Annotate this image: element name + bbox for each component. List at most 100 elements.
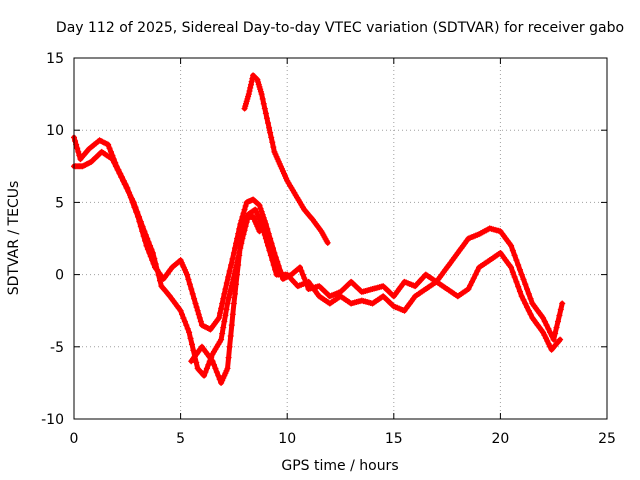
data-point <box>155 272 162 279</box>
data-point <box>211 361 218 368</box>
data-point <box>137 218 144 225</box>
data-point <box>235 230 242 237</box>
data-point <box>186 281 193 288</box>
data-point <box>218 305 225 312</box>
data-point <box>511 274 518 281</box>
data-point <box>233 281 240 288</box>
data-point <box>257 205 264 212</box>
data-point <box>223 280 230 287</box>
data-point <box>509 247 516 254</box>
data-point <box>527 311 534 318</box>
data-point <box>224 365 231 372</box>
data-point <box>299 271 306 278</box>
data-point <box>240 210 247 217</box>
x-tick-label: 15 <box>385 431 403 447</box>
data-point <box>220 295 227 302</box>
data-point <box>230 249 237 256</box>
data-point <box>188 341 195 348</box>
data-point <box>229 311 236 318</box>
data-point <box>225 354 232 361</box>
data-point <box>253 75 260 82</box>
data-point <box>128 195 135 202</box>
data-point <box>177 307 184 314</box>
data-point <box>148 246 155 253</box>
data-point <box>118 174 125 181</box>
data-point <box>125 188 132 195</box>
x-tick-label: 25 <box>598 431 616 447</box>
data-point <box>258 221 265 228</box>
data-point <box>270 144 277 151</box>
data-point <box>202 369 209 376</box>
data-point <box>139 223 146 230</box>
data-point <box>192 300 199 307</box>
data-point <box>513 257 520 264</box>
data-point <box>181 318 188 325</box>
x-axis-label: GPS time / hours <box>281 458 398 474</box>
data-point <box>234 235 241 242</box>
data-point <box>522 300 529 307</box>
data-point <box>183 271 190 278</box>
data-point <box>559 300 566 307</box>
data-point <box>235 261 242 268</box>
data-point <box>74 145 81 152</box>
data-point <box>520 296 527 303</box>
data-point <box>237 242 244 249</box>
data-point <box>132 204 139 211</box>
data-point <box>130 199 137 206</box>
data-point <box>142 231 149 238</box>
data-point <box>183 322 190 329</box>
data-point <box>209 358 216 365</box>
data-point <box>141 228 148 235</box>
data-point <box>222 286 229 293</box>
data-point <box>301 275 308 282</box>
y-tick-label: 5 <box>55 195 64 211</box>
data-point <box>114 166 121 173</box>
data-point <box>513 278 520 285</box>
data-point <box>225 294 232 301</box>
data-point <box>190 347 197 354</box>
data-point <box>467 282 474 289</box>
x-tick-label: 10 <box>278 431 296 447</box>
series-trace-d <box>241 72 331 246</box>
chart-title: Day 112 of 2025, Sidereal Day-to-day VTE… <box>56 20 624 36</box>
data-point <box>540 314 547 321</box>
data-point <box>518 271 525 278</box>
y-tick-label: 10 <box>46 123 64 139</box>
data-point <box>184 325 191 332</box>
data-point <box>107 148 114 155</box>
data-point <box>215 314 222 321</box>
data-point <box>151 255 158 262</box>
data-point <box>197 318 204 325</box>
data-point <box>203 365 210 372</box>
data-point <box>256 202 263 209</box>
data-point <box>527 295 534 302</box>
data-point <box>511 252 518 259</box>
data-point <box>230 300 237 307</box>
data-point <box>72 138 79 145</box>
data-point <box>267 252 274 259</box>
data-point <box>258 91 265 98</box>
data-point <box>265 242 272 249</box>
data-point <box>116 170 123 177</box>
data-point <box>470 275 477 282</box>
data-point <box>217 310 224 317</box>
data-point <box>193 359 200 366</box>
data-point <box>557 306 564 313</box>
data-point <box>221 290 228 297</box>
data-point <box>212 365 219 372</box>
data-point <box>522 281 529 288</box>
data-point <box>120 177 127 184</box>
data-point <box>266 247 273 254</box>
data-point <box>220 324 227 331</box>
data-point <box>152 261 159 268</box>
data-point <box>109 156 116 163</box>
data-series <box>71 72 566 386</box>
y-tick-label: 0 <box>55 268 64 284</box>
data-point <box>240 228 247 235</box>
data-point <box>241 206 248 213</box>
data-point <box>255 201 262 208</box>
data-point <box>468 278 475 285</box>
data-point <box>266 124 273 131</box>
data-point <box>222 312 229 319</box>
data-point <box>237 221 244 228</box>
